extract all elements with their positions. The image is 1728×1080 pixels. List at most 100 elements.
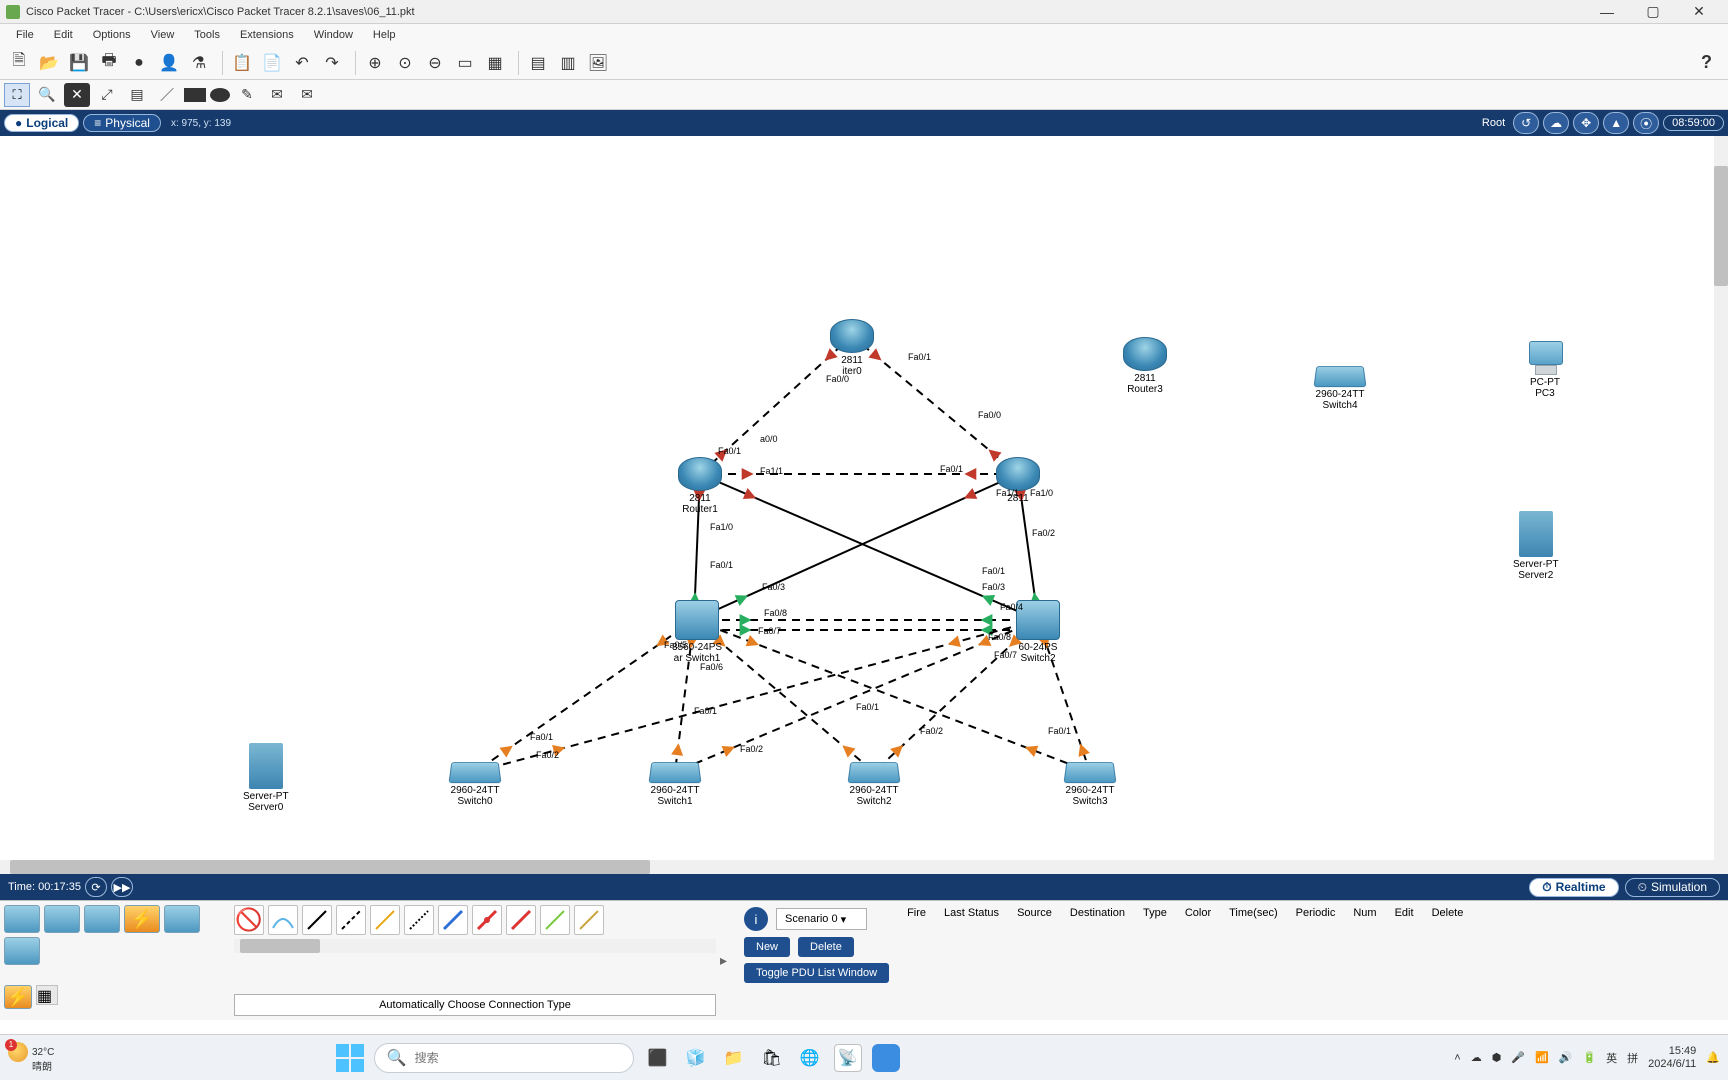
zoom-out-icon[interactable]: ⊖: [422, 50, 448, 76]
fast-forward-icon[interactable]: ▶▶: [111, 877, 133, 897]
tray-mic-icon[interactable]: 🎤: [1511, 1051, 1525, 1064]
new-scenario-button[interactable]: New: [744, 937, 790, 957]
node-sw2[interactable]: 2960-24TTSwitch2: [849, 761, 899, 807]
node-router0[interactable]: 2811iter0: [830, 319, 874, 377]
conn-cross-icon[interactable]: [336, 905, 366, 935]
vertical-scrollbar[interactable]: [1714, 136, 1728, 874]
menu-extensions[interactable]: Extensions: [230, 29, 304, 41]
user-icon[interactable]: 👤: [156, 50, 182, 76]
nav-back-icon[interactable]: ↺: [1513, 112, 1539, 134]
subcat-grid-icon[interactable]: ▦: [36, 985, 58, 1005]
node-sw3[interactable]: 2960-24TTSwitch3: [1065, 761, 1115, 807]
conn-straight-icon[interactable]: [302, 905, 332, 935]
info-icon[interactable]: i: [744, 907, 768, 931]
expand-chevron-icon[interactable]: ▸: [720, 901, 732, 1020]
node-server2[interactable]: Server-PTServer2: [1513, 511, 1559, 581]
menu-tools[interactable]: Tools: [184, 29, 230, 41]
simple-pdu-icon[interactable]: ✉: [264, 83, 290, 107]
activity-icon[interactable]: ⚗: [186, 50, 212, 76]
simulation-button[interactable]: ⏲Simulation: [1625, 878, 1720, 897]
background-icon[interactable]: ▲: [1603, 112, 1629, 134]
tray-onedrive-icon[interactable]: ☁: [1471, 1051, 1482, 1064]
print-icon[interactable]: 🖶: [96, 50, 122, 76]
start-button[interactable]: [336, 1044, 364, 1072]
ime-mode[interactable]: 拼: [1627, 1050, 1638, 1066]
node-pc3[interactable]: PC-PTPC3: [1525, 341, 1565, 399]
taskbar-store-icon[interactable]: 🛍: [758, 1044, 786, 1072]
freeform-icon[interactable]: ✎: [234, 83, 260, 107]
rect-icon[interactable]: [184, 88, 206, 102]
note-icon[interactable]: ▤: [525, 50, 551, 76]
taskbar-edge-icon[interactable]: 🌐: [796, 1044, 824, 1072]
node-mls2[interactable]: 60-24PSSwitch2: [1016, 600, 1060, 664]
tray-security-icon[interactable]: ⬢: [1492, 1051, 1502, 1064]
copy-icon[interactable]: 📋: [229, 50, 255, 76]
paste-icon[interactable]: 📄: [259, 50, 285, 76]
workspace[interactable]: 2811iter02811Router128112811Router32960-…: [0, 136, 1728, 874]
delete-scenario-button[interactable]: Delete: [798, 937, 854, 957]
move-icon[interactable]: ✥: [1573, 112, 1599, 134]
conn-auto-icon[interactable]: 🚫: [234, 905, 264, 935]
conn-phone-icon[interactable]: [404, 905, 434, 935]
conn-coax-icon[interactable]: [438, 905, 468, 935]
zoom-in-icon[interactable]: ⊕: [362, 50, 388, 76]
open-file-icon[interactable]: 📂: [36, 50, 62, 76]
node-sw1[interactable]: 2960-24TTSwitch1: [650, 761, 700, 807]
tray-clock[interactable]: 15:49 2024/6/11: [1648, 1045, 1696, 1069]
save-icon[interactable]: 💾: [66, 50, 92, 76]
node-router1[interactable]: 2811Router1: [678, 457, 722, 515]
ellipse-icon[interactable]: [210, 88, 230, 102]
conn-octal-icon[interactable]: [540, 905, 570, 935]
tab-logical[interactable]: ●Logical: [4, 114, 79, 132]
node-router3[interactable]: 2811Router3: [1123, 337, 1167, 395]
taskbar-app-2[interactable]: [872, 1044, 900, 1072]
devcat-multi-icon[interactable]: [4, 937, 40, 965]
weather-widget[interactable]: 1 32°C 晴朗: [8, 1042, 54, 1073]
conn-fiber-icon[interactable]: [370, 905, 400, 935]
undo-icon[interactable]: ↶: [289, 50, 315, 76]
power-cycle-icon[interactable]: ⟳: [85, 877, 107, 897]
devcat-connections-icon[interactable]: ⚡: [124, 905, 160, 933]
menu-window[interactable]: Window: [304, 29, 363, 41]
cluster-icon[interactable]: ☁: [1543, 112, 1569, 134]
menu-help[interactable]: Help: [363, 29, 406, 41]
conn-scroll[interactable]: [234, 939, 716, 953]
taskbar-search[interactable]: 🔍: [374, 1043, 634, 1073]
devcat-end-icon[interactable]: [44, 905, 80, 933]
taskbar-explorer-icon[interactable]: 📁: [720, 1044, 748, 1072]
node-switch4[interactable]: 2960-24TTSwitch4: [1315, 365, 1365, 411]
minimize-button[interactable]: —: [1584, 0, 1630, 24]
complex-pdu-icon[interactable]: ✉: [294, 83, 320, 107]
close-button[interactable]: ✕: [1676, 0, 1722, 24]
conn-console-icon[interactable]: [268, 905, 298, 935]
devcat-misc-icon[interactable]: [164, 905, 200, 933]
menu-file[interactable]: File: [6, 29, 44, 41]
resize-icon[interactable]: ⤢: [94, 83, 120, 107]
conn-serial-dte-icon[interactable]: [506, 905, 536, 935]
ime-lang[interactable]: 英: [1606, 1050, 1617, 1066]
maximize-button[interactable]: ▢: [1630, 0, 1676, 24]
zoom-reset-icon[interactable]: ⊙: [392, 50, 418, 76]
tray-battery-icon[interactable]: 🔋: [1582, 1051, 1596, 1064]
viewport-icon[interactable]: ⦿: [1633, 112, 1659, 134]
taskbar-pt-icon[interactable]: 📡: [834, 1044, 862, 1072]
tray-volume-icon[interactable]: 🔊: [1559, 1051, 1573, 1064]
select-tool[interactable]: ⛶: [4, 83, 30, 107]
node-server0[interactable]: Server-PTServer0: [243, 743, 289, 813]
inspect-icon[interactable]: 🔍: [34, 83, 60, 107]
line-icon[interactable]: ／: [154, 83, 180, 107]
help-icon[interactable]: ?: [1701, 52, 1712, 73]
list-icon[interactable]: ▥: [555, 50, 581, 76]
redo-icon[interactable]: ↷: [319, 50, 345, 76]
tray-wifi-icon[interactable]: 📶: [1535, 1051, 1549, 1064]
subcat-conn-icon[interactable]: ⚡: [4, 985, 32, 1009]
wizard-icon[interactable]: ●: [126, 50, 152, 76]
devcat-components-icon[interactable]: [84, 905, 120, 933]
tab-physical[interactable]: ≡Physical: [83, 114, 161, 132]
delete-tool-icon[interactable]: ✕: [64, 83, 90, 107]
scenario-select[interactable]: Scenario 0 ▾: [776, 908, 867, 930]
tray-chevron-icon[interactable]: ˄: [1454, 1052, 1460, 1064]
menu-view[interactable]: View: [141, 29, 185, 41]
image-icon[interactable]: 🖼: [585, 50, 611, 76]
canvas-icon[interactable]: ▭: [452, 50, 478, 76]
